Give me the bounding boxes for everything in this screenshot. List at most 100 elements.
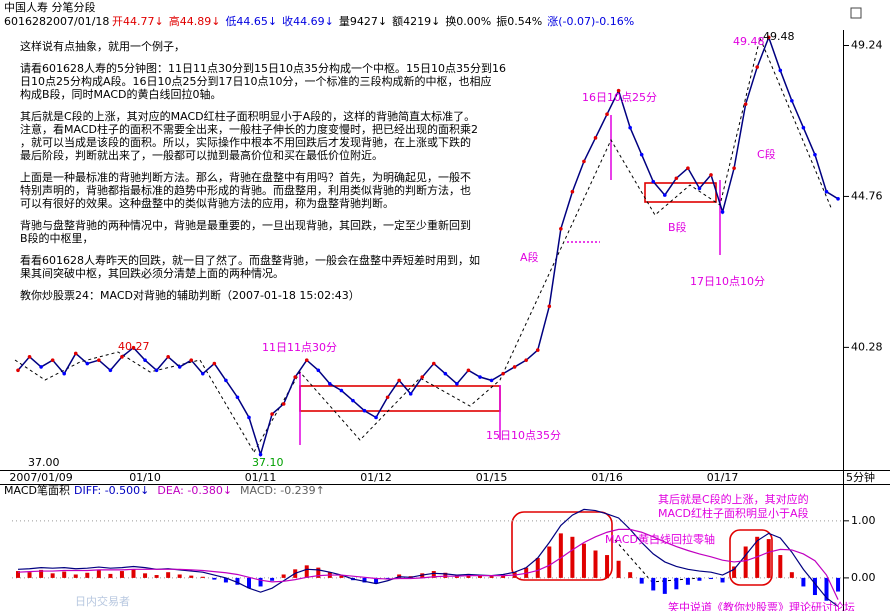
price-point [328,381,332,386]
price-point [408,392,413,396]
panel-title: MACD笔面积 [4,483,70,497]
y-tick-label: 44.76 [851,189,883,202]
macd-bar [73,574,78,578]
macd-bar [593,550,598,578]
price-point [50,358,55,362]
price-point [801,125,806,130]
article-line: 日10点25分构成A段。16日10点25分到17日10点10分，一个标准的三段构… [20,74,492,88]
macd-bar [709,577,713,580]
macd-bar [374,577,379,584]
macd-line [17,528,839,600]
price-point [455,381,459,386]
macd-bar [119,571,124,578]
price-point [339,388,344,393]
annotation: 其后就是C段的上涨，其对应的 [658,492,809,506]
price-point [385,395,390,400]
y-tick-label: 40.28 [851,340,883,353]
x-tick-label: 01/10 [129,471,161,484]
macd-bar [639,577,644,584]
price-point [120,355,124,359]
macd-bar [304,565,309,578]
annotation: 49.48 [733,35,765,48]
annotation: 16日10点25分 [582,91,657,104]
annotation: MACD红柱子面积明显小于A段 [658,506,809,520]
x-unit: 5分钟 [846,470,875,484]
price-point [73,351,78,356]
price-point [247,415,251,420]
macd-bar [235,577,240,585]
annotation: B段 [668,220,687,234]
y-tick-label: 49.24 [851,38,883,51]
macd-bar [39,569,44,578]
article-line: ，就可以当成是该段的面积。所以，实际操作中根本不用回跌后才发现背驰，在上涨或下跌… [20,135,471,149]
price-point [420,375,425,379]
annotation: 49.48 [763,30,795,43]
macd-bar [143,573,148,578]
price-line [17,35,839,458]
price-point [154,368,159,373]
price-point [131,345,136,350]
price-point [235,395,240,400]
stat: 换0.00% [445,14,491,28]
macd-bar [558,533,563,578]
price-point [512,365,517,369]
macd-bar [789,572,794,578]
price-point [85,361,90,366]
app-title: 中国人寿 分笔分段 [4,0,96,14]
markers [299,115,721,445]
price-point [466,368,471,373]
macd-bar [720,577,725,583]
macd-bar [339,575,344,578]
macd-bar [223,577,228,583]
price-point [16,368,20,373]
macd-bar [824,577,829,601]
price-point [824,189,829,194]
price-point [501,371,505,376]
article-line: 请看601628人寿的5分钟图：11日11点30分到15日10点35分构成一个中… [20,61,506,75]
price-point [732,166,736,170]
macd-bar [16,571,20,578]
macd-bar [362,577,367,583]
price-point [628,125,632,130]
price-point [108,368,113,373]
x-tick-label: 01/15 [476,471,508,484]
stat: 收44.69↓ [282,14,334,28]
annotation: 11日11点30分 [262,341,337,354]
stats: 开44.77↓ 高44.89↓ 低44.65↓ 收44.69↓ 量9427↓ 额4219↓… [112,14,634,28]
macd-bar [732,566,737,578]
price-point [570,189,575,194]
price-point [697,186,702,191]
macd-bar [605,555,610,578]
window-button[interactable] [850,7,862,19]
price-point [304,358,309,362]
stat: 额4219↓ [392,15,440,28]
stock-date: 2007/01/18 [46,15,109,28]
macd-bar [96,570,101,578]
macd-bar [628,572,633,578]
price-point [524,358,528,362]
macd-bar [247,577,251,589]
macd-bar [651,577,656,591]
article-line: 注意，看MACD柱子的面积不需要全出来，一般柱子伸长的力度变慢时，把已经出现的面… [20,122,478,136]
price-point [686,166,690,170]
annotation: 笑中说道《教你炒股票》理论研讨论坛 [668,600,855,611]
price-point [720,210,725,214]
macd-bar [27,572,32,578]
stat: 振0.54% [496,14,542,28]
price-point [755,65,759,69]
macd-bar [662,577,667,594]
stock-code: 601628 [4,15,46,28]
macd-bar [62,571,67,578]
annotation: 37.00 [28,456,60,469]
price-point [27,355,32,359]
price-point [663,193,667,197]
article-line: 可以有很好的效果。这种盘整中的类似背驰方法的应用，称为盘整背驰判断。 [20,196,394,210]
macd-bar [766,539,771,578]
article: 这样说有点抽象，就用一个例子， 请看601628人寿的5分钟图：11日11点30分… [20,39,506,302]
price-point [351,398,355,403]
macd-bar [581,543,586,578]
price-point [778,68,783,73]
macd-bar [270,577,275,581]
annotation: 37.10 [252,456,284,469]
